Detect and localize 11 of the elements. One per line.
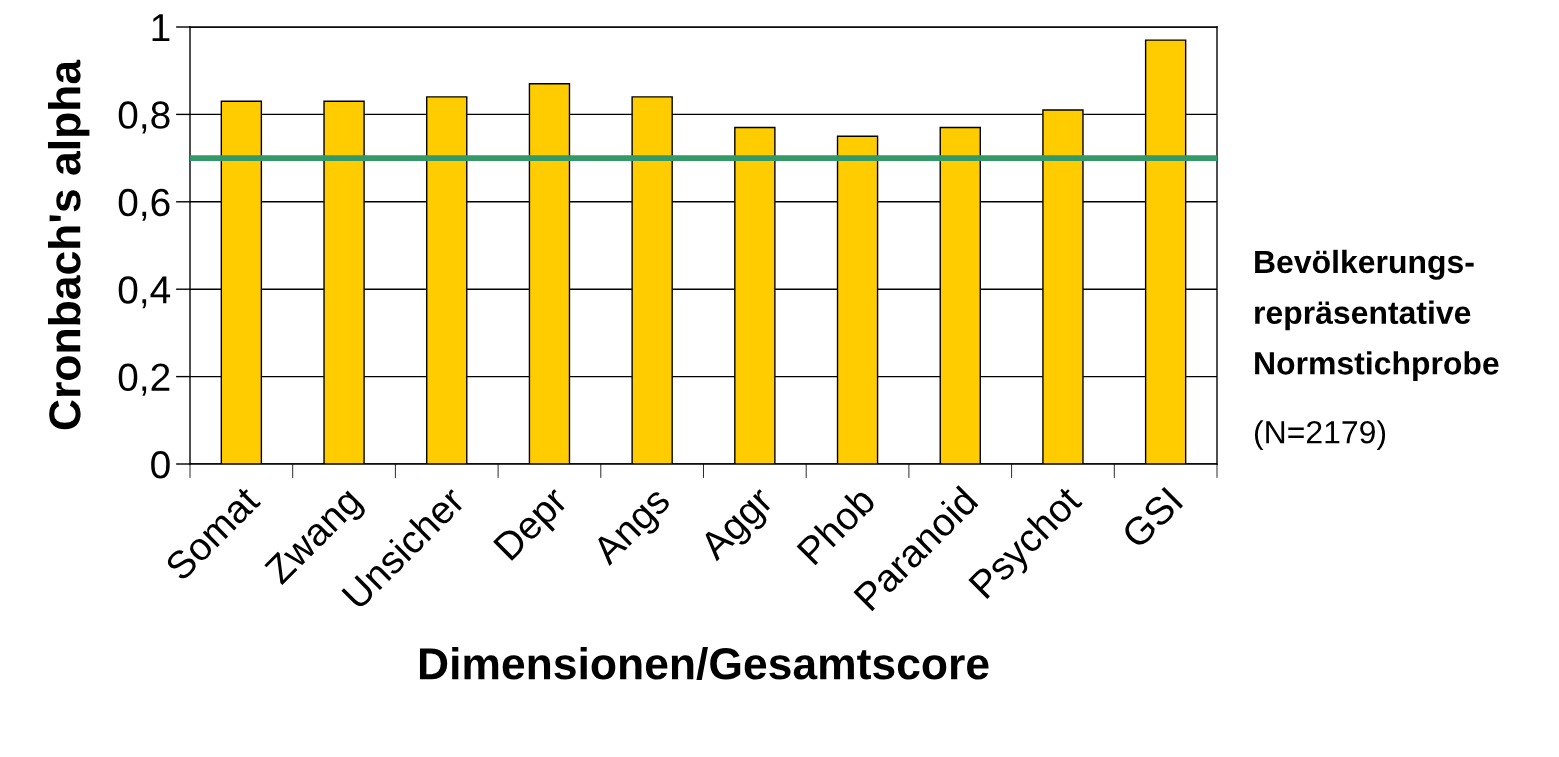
y-tick-label: 0 (151, 450, 170, 479)
y-tick-label: 0,6 (118, 188, 170, 221)
x-axis-title: Dimensionen/Gesamtscore (419, 646, 989, 681)
y-axis-title: Cronbach's alpha (47, 59, 90, 430)
x-tick-label: GSI (1120, 486, 1184, 550)
y-tick-label: 0,4 (118, 276, 171, 309)
y-tick-label: 0,8 (118, 101, 170, 134)
text: Bevölkerungs- repräsentative Normstichprobe (1255, 249, 1499, 381)
text: (N=2179) (1254, 420, 1386, 450)
y-tick-label: 1 (152, 14, 170, 42)
y-tick-label: 0,2 (118, 363, 170, 396)
